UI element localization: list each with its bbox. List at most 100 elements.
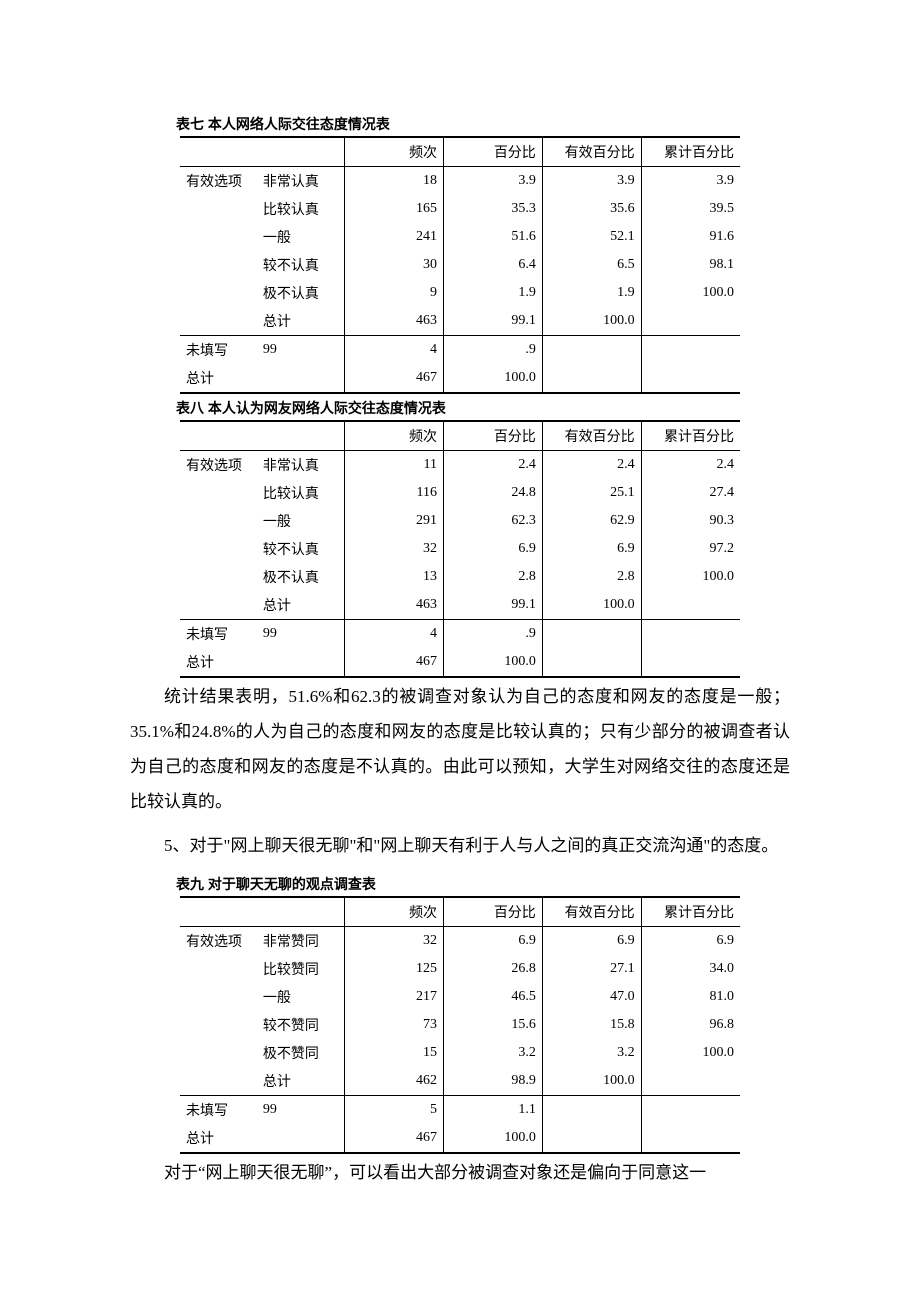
table7: 频次 百分比 有效百分比 累计百分比 有效选项非常认真183.93.93.9比较… xyxy=(180,136,740,394)
table-cell: 6.4 xyxy=(444,251,543,279)
table-row: 总计467100.0 xyxy=(180,648,740,677)
table-cell: 96.8 xyxy=(641,1011,740,1039)
table-cell: 24.8 xyxy=(444,479,543,507)
table7-title: 表七 本人网络人际交往态度情况表 xyxy=(176,114,790,134)
table-row: 有效选项非常认真183.93.93.9 xyxy=(180,167,740,196)
table-cell: 6.5 xyxy=(542,251,641,279)
table-cell xyxy=(542,648,641,677)
table-cell: 比较赞同 xyxy=(257,955,345,983)
table-row: 未填写994.9 xyxy=(180,620,740,649)
table-cell: 81.0 xyxy=(641,983,740,1011)
table-cell: 2.8 xyxy=(542,563,641,591)
table-cell: 较不认真 xyxy=(257,251,345,279)
table-cell: 463 xyxy=(345,591,444,620)
table-cell: 100.0 xyxy=(542,591,641,620)
table-cell: 5 xyxy=(345,1096,444,1125)
table-cell xyxy=(180,1011,257,1039)
table-row: 未填写9951.1 xyxy=(180,1096,740,1125)
col-blank2 xyxy=(257,421,345,451)
table-cell xyxy=(257,648,345,677)
table-cell xyxy=(641,307,740,336)
paragraph-2: 5、对于"网上聊天很无聊"和"网上聊天有利于人与人之间的真正交流沟通"的态度。 xyxy=(130,829,790,864)
table8-head: 频次 百分比 有效百分比 累计百分比 xyxy=(180,421,740,451)
table7-head: 频次 百分比 有效百分比 累计百分比 xyxy=(180,137,740,167)
table-cell: 27.1 xyxy=(542,955,641,983)
col-blank xyxy=(180,137,257,167)
table-cell: 97.2 xyxy=(641,535,740,563)
table-cell: 98.1 xyxy=(641,251,740,279)
table-row: 总计46298.9100.0 xyxy=(180,1067,740,1096)
table-cell: 3.9 xyxy=(641,167,740,196)
table-cell: 125 xyxy=(345,955,444,983)
table-cell: 3.2 xyxy=(542,1039,641,1067)
table-cell xyxy=(257,1124,345,1153)
table-cell: 较不认真 xyxy=(257,535,345,563)
table9-head: 频次 百分比 有效百分比 累计百分比 xyxy=(180,897,740,927)
table-cell: 99.1 xyxy=(444,591,543,620)
table9-body: 有效选项非常赞同326.96.96.9比较赞同12526.827.134.0一般… xyxy=(180,927,740,1154)
table-cell: 有效选项 xyxy=(180,167,257,196)
table-cell: 99 xyxy=(257,336,345,365)
table-cell xyxy=(180,195,257,223)
table-cell: 1.1 xyxy=(444,1096,543,1125)
table-cell: 35.3 xyxy=(444,195,543,223)
table-cell: 总计 xyxy=(257,307,345,336)
table-cell: 总计 xyxy=(257,1067,345,1096)
table-cell: 32 xyxy=(345,927,444,956)
table-cell: 未填写 xyxy=(180,1096,257,1125)
table-cell: 4 xyxy=(345,336,444,365)
table-row: 极不赞同153.23.2100.0 xyxy=(180,1039,740,1067)
table-cell: .9 xyxy=(444,336,543,365)
table-cell: 有效选项 xyxy=(180,451,257,480)
table-cell: 13 xyxy=(345,563,444,591)
table-cell: 比较认真 xyxy=(257,479,345,507)
table-cell: 98.9 xyxy=(444,1067,543,1096)
table-cell: 467 xyxy=(345,1124,444,1153)
table-cell: 90.3 xyxy=(641,507,740,535)
table-cell: 一般 xyxy=(257,223,345,251)
col-freq: 频次 xyxy=(345,137,444,167)
table-cell xyxy=(542,364,641,393)
table-cell: 总计 xyxy=(180,648,257,677)
table-cell xyxy=(641,591,740,620)
table-cell: 100.0 xyxy=(641,279,740,307)
table9: 频次 百分比 有效百分比 累计百分比 有效选项非常赞同326.96.96.9比较… xyxy=(180,896,740,1154)
table-cell: 非常认真 xyxy=(257,451,345,480)
page-content: 表七 本人网络人际交往态度情况表 频次 百分比 有效百分比 累计百分比 有效选项… xyxy=(0,0,920,1253)
table-cell xyxy=(641,336,740,365)
table8: 频次 百分比 有效百分比 累计百分比 有效选项非常认真112.42.42.4比较… xyxy=(180,420,740,678)
table-cell: 46.5 xyxy=(444,983,543,1011)
col-cumpct: 累计百分比 xyxy=(641,897,740,927)
table-cell: 241 xyxy=(345,223,444,251)
table-cell: 26.8 xyxy=(444,955,543,983)
table-row: 总计46399.1100.0 xyxy=(180,307,740,336)
table-cell xyxy=(180,251,257,279)
table-cell: 非常认真 xyxy=(257,167,345,196)
table-row: 一般21746.547.081.0 xyxy=(180,983,740,1011)
table-cell xyxy=(180,307,257,336)
table-cell: 6.9 xyxy=(542,535,641,563)
table-row: 较不认真326.96.997.2 xyxy=(180,535,740,563)
table-cell: 6.9 xyxy=(542,927,641,956)
table-cell: 62.9 xyxy=(542,507,641,535)
table-cell: 极不赞同 xyxy=(257,1039,345,1067)
table-cell: 463 xyxy=(345,307,444,336)
table-cell: 3.9 xyxy=(444,167,543,196)
table-cell: 291 xyxy=(345,507,444,535)
table-cell: 462 xyxy=(345,1067,444,1096)
table8-body: 有效选项非常认真112.42.42.4比较认真11624.825.127.4一般… xyxy=(180,451,740,678)
col-freq: 频次 xyxy=(345,897,444,927)
table-row: 有效选项非常赞同326.96.96.9 xyxy=(180,927,740,956)
table-cell: 9 xyxy=(345,279,444,307)
col-cumpct: 累计百分比 xyxy=(641,137,740,167)
table-cell: 100.0 xyxy=(542,1067,641,1096)
table-cell: 25.1 xyxy=(542,479,641,507)
table-cell: 比较认真 xyxy=(257,195,345,223)
table-cell: 总计 xyxy=(180,1124,257,1153)
table-row: 比较认真11624.825.127.4 xyxy=(180,479,740,507)
table-cell xyxy=(542,1124,641,1153)
table-row: 总计467100.0 xyxy=(180,364,740,393)
table-cell: 32 xyxy=(345,535,444,563)
table-cell: 27.4 xyxy=(641,479,740,507)
table-cell xyxy=(257,364,345,393)
